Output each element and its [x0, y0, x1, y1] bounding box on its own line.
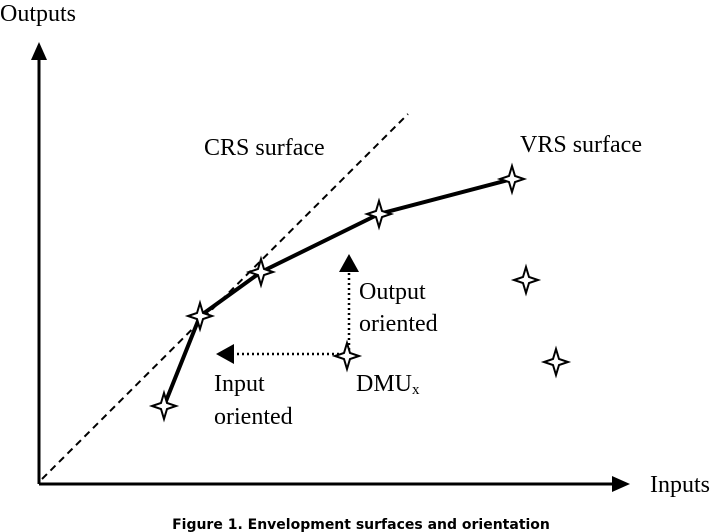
dmu-star-icon [363, 197, 395, 231]
figure-caption: Figure 1. Envelopment surfaces and orien… [172, 517, 550, 532]
dmu-star-icon [496, 162, 528, 196]
dmu-star-icon [148, 389, 180, 423]
dmu-x-star-icon [331, 339, 363, 373]
input-oriented-label-line1: Input [214, 371, 265, 397]
dmu-star-icon [245, 255, 277, 289]
y-axis-arrow-icon [31, 42, 47, 60]
input-oriented-label-line2: oriented [214, 404, 293, 430]
x-axis-label: Inputs [650, 472, 710, 498]
input-oriented-arrow-icon [216, 344, 234, 364]
orientation-arrows [216, 254, 359, 364]
dmu-x-label-subscript: x [412, 382, 420, 398]
dmu-x-label: DMUx [356, 371, 420, 398]
dmu-star-icon [510, 263, 542, 297]
x-axis-arrow-icon [612, 476, 630, 492]
output-oriented-label-line1: Output [359, 279, 426, 305]
dmu-star-icon [184, 299, 216, 333]
crs-surface-label: CRS surface [204, 135, 325, 161]
output-oriented-label-line2: oriented [359, 311, 438, 337]
dmu-points [148, 162, 572, 423]
axes [31, 42, 630, 492]
dmu-x-label-main: DMU [356, 371, 412, 397]
vrs-surface-label: VRS surface [520, 132, 642, 158]
output-oriented-arrow-icon [339, 254, 359, 272]
dmu-star-icon [540, 345, 572, 379]
y-axis-label: Outputs [0, 1, 76, 27]
